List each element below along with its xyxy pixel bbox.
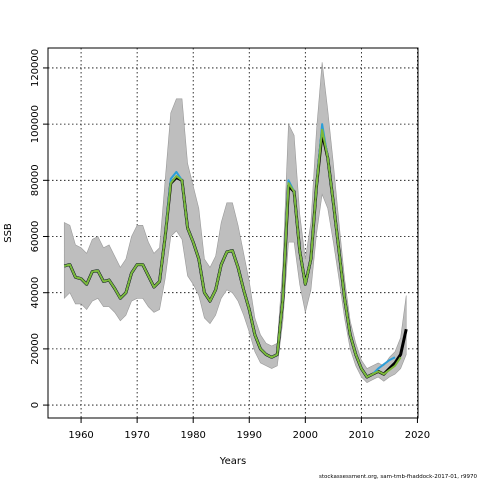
y-tick-label: 20000 bbox=[30, 333, 41, 365]
x-tick-label: 2020 bbox=[405, 430, 430, 441]
footer: stockassessment.org, sam-tmb-fhaddock-20… bbox=[319, 474, 478, 480]
x-tick-label: 1980 bbox=[180, 430, 205, 441]
series-line bbox=[64, 128, 402, 378]
y-tick-label: 40000 bbox=[30, 277, 41, 309]
y-tick-label: 100000 bbox=[30, 105, 41, 143]
y-tick-label: 60000 bbox=[30, 221, 41, 253]
plot-frame bbox=[47, 47, 419, 419]
y-axis-label: SSB bbox=[3, 223, 14, 243]
x-tick-label: 1970 bbox=[124, 430, 149, 441]
x-tick-label: 1990 bbox=[237, 430, 262, 441]
x-tick-label: 1960 bbox=[68, 430, 93, 441]
x-axis-label: Years bbox=[219, 456, 246, 467]
y-tick-label: 120000 bbox=[30, 49, 41, 87]
y-tick-label: 80000 bbox=[30, 164, 41, 196]
confidence-band bbox=[63, 62, 407, 383]
y-tick-label: 0 bbox=[30, 402, 41, 408]
x-tick-label: 2010 bbox=[349, 430, 374, 441]
x-tick-label: 2000 bbox=[293, 430, 318, 441]
